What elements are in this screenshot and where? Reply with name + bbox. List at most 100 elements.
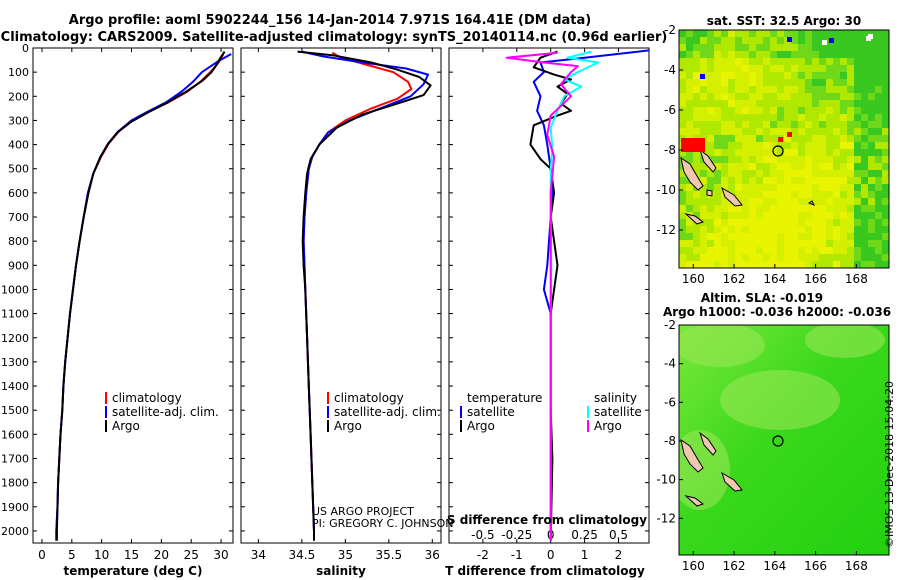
sst-cell [791, 135, 798, 142]
sst-cell [819, 233, 826, 240]
sst-cell [875, 121, 882, 128]
sst-cell [882, 114, 889, 121]
sst-cell [679, 240, 686, 247]
sst-cell [770, 72, 777, 79]
sst-cell [868, 254, 875, 261]
sst-cell [833, 107, 840, 114]
sst-cell [784, 226, 791, 233]
sst-cell [700, 107, 707, 114]
map-lon-label: 166 [804, 559, 827, 573]
sst-cell [784, 30, 791, 37]
sst-cell [763, 212, 770, 219]
sst-cell [770, 205, 777, 212]
sst-cell [686, 205, 693, 212]
sst-cell [812, 198, 819, 205]
sst-cell [700, 170, 707, 177]
sst-cell [714, 198, 721, 205]
sst-cell [770, 114, 777, 121]
sst-cell [700, 44, 707, 51]
temperature-legend: climatology satellite-adj. clim. Argo [105, 391, 219, 433]
sst-cell [833, 100, 840, 107]
sst-cell [756, 254, 763, 261]
sst-cell [798, 86, 805, 93]
sst-cell [833, 191, 840, 198]
depth-tick-label: 1200 [1, 332, 29, 345]
series-line-s-argo [505, 51, 579, 541]
sst-cell [714, 37, 721, 44]
depth-tick-label: 1600 [1, 428, 29, 441]
sst-cell [700, 205, 707, 212]
sst-cell [854, 254, 861, 261]
sst-cell [805, 219, 812, 226]
sst-cell [749, 107, 756, 114]
map-lat-label: -10 [656, 473, 676, 487]
sst-cell [728, 93, 735, 100]
sst-cell [840, 219, 847, 226]
sst-cell [861, 107, 868, 114]
sst-cell [714, 184, 721, 191]
sst-cell [798, 219, 805, 226]
sst-cell [819, 149, 826, 156]
sst-cell [686, 121, 693, 128]
sst-cell [735, 254, 742, 261]
sst-cell [686, 114, 693, 121]
map-lon-label: 162 [723, 272, 746, 286]
sst-cell [714, 261, 721, 268]
sst-cell [728, 121, 735, 128]
sst-cell [854, 247, 861, 254]
sst-cell [868, 226, 875, 233]
series-line-satellite-adj-clim- [301, 50, 429, 541]
sst-cell [714, 205, 721, 212]
salinity-panel-frame [240, 47, 442, 544]
sst-cell [756, 219, 763, 226]
sst-cell [840, 149, 847, 156]
sst-cell [812, 163, 819, 170]
sst-cell [798, 51, 805, 58]
sst-cell [714, 212, 721, 219]
sst-cell [812, 30, 819, 37]
sst-cell [812, 65, 819, 72]
map-lon-label: 160 [682, 559, 705, 573]
map-lon-label: 168 [845, 559, 868, 573]
sst-cell [784, 205, 791, 212]
sst-cell [812, 184, 819, 191]
sst-cell [819, 261, 826, 268]
depth-tick-label: 100 [8, 66, 29, 79]
sst-cell [826, 100, 833, 107]
sst-cell [700, 51, 707, 58]
sst-cell [840, 177, 847, 184]
sst-cell [861, 163, 868, 170]
sst-cell [826, 184, 833, 191]
sst-cell [700, 163, 707, 170]
sst-cell [777, 240, 784, 247]
sst-cell [861, 114, 868, 121]
sst-cell [840, 212, 847, 219]
sst-cell [819, 156, 826, 163]
sst-cell [763, 247, 770, 254]
sst-cell [721, 247, 728, 254]
sst-cell [840, 93, 847, 100]
sst-cell [742, 93, 749, 100]
sst-cell [882, 233, 889, 240]
sst-cell [847, 107, 854, 114]
sst-cell [756, 233, 763, 240]
sst-cell [798, 65, 805, 72]
sst-cell [784, 240, 791, 247]
sst-cell [770, 58, 777, 65]
difference-profiles [505, 49, 649, 541]
sst-cell [735, 58, 742, 65]
sst-cell [728, 30, 735, 37]
sst-cell [700, 198, 707, 205]
sst-cell [721, 177, 728, 184]
sst-cell [777, 65, 784, 72]
sst-cell [721, 93, 728, 100]
map-lon-label: 164 [763, 272, 786, 286]
map-lat-label: -10 [656, 183, 676, 197]
sst-cell [700, 219, 707, 226]
sst-cell [861, 177, 868, 184]
sst-cell [777, 58, 784, 65]
x-tick-label: 1 [581, 548, 589, 562]
legend-t-argo-label: Argo [467, 419, 495, 433]
sst-cell [721, 100, 728, 107]
sst-cell [777, 184, 784, 191]
